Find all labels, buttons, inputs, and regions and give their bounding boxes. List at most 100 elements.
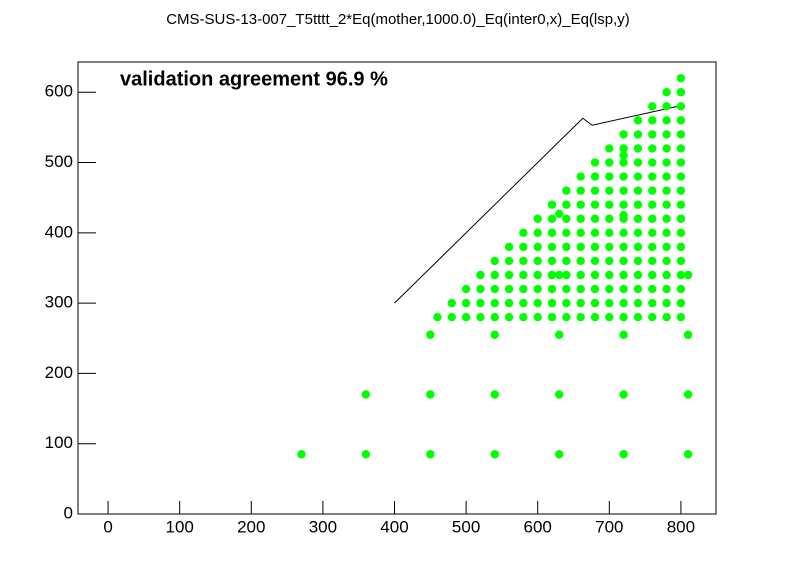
point: [547, 256, 557, 266]
point: [554, 209, 564, 219]
point: [676, 270, 686, 280]
y-tick-label: 300: [45, 293, 73, 312]
point: [676, 228, 686, 238]
point: [676, 88, 686, 97]
point: [662, 200, 671, 209]
point: [605, 312, 614, 322]
point: [676, 200, 686, 209]
point: [619, 144, 628, 153]
point: [676, 102, 686, 111]
point: [676, 256, 686, 266]
point: [554, 390, 564, 399]
x-tick-label: 800: [667, 517, 695, 536]
point: [633, 284, 643, 294]
point: [547, 284, 557, 294]
point: [676, 158, 686, 167]
point: [633, 130, 643, 139]
point: [504, 298, 514, 308]
point: [576, 312, 585, 322]
point: [683, 330, 693, 339]
y-tick-label: 0: [64, 503, 73, 522]
point: [648, 102, 657, 111]
point: [519, 228, 528, 238]
point: [533, 228, 542, 238]
point: [662, 186, 671, 195]
point: [504, 242, 514, 252]
point: [633, 270, 643, 280]
point: [676, 242, 686, 252]
point: [533, 284, 542, 294]
point: [562, 228, 571, 238]
point: [547, 298, 557, 308]
point: [504, 312, 514, 322]
point: [490, 284, 499, 294]
point: [619, 390, 628, 399]
point: [590, 270, 600, 280]
point: [662, 102, 671, 111]
point: [619, 228, 628, 238]
point: [683, 270, 693, 280]
point: [605, 144, 614, 153]
point: [648, 298, 657, 308]
point: [648, 144, 657, 153]
point: [504, 270, 514, 280]
point: [648, 256, 657, 266]
x-tick-label: 200: [237, 517, 265, 536]
x-tick-label: 0: [103, 517, 112, 536]
point: [648, 228, 657, 238]
point: [619, 256, 628, 266]
point: [562, 186, 571, 195]
point: [619, 450, 628, 459]
point: [562, 214, 571, 223]
point: [662, 298, 671, 308]
point: [619, 186, 628, 195]
point: [619, 130, 628, 139]
point: [576, 284, 585, 294]
point: [662, 270, 671, 280]
point: [590, 284, 600, 294]
y-tick-label: 200: [45, 363, 73, 382]
point: [633, 228, 643, 238]
point: [662, 172, 671, 181]
point: [533, 270, 542, 280]
point: [533, 242, 542, 252]
point: [590, 172, 600, 181]
point: [648, 158, 657, 167]
point: [562, 200, 571, 209]
point: [461, 298, 471, 308]
point: [519, 242, 528, 252]
point: [476, 298, 485, 308]
point: [633, 200, 643, 209]
point: [676, 172, 686, 181]
point: [648, 200, 657, 209]
x-tick-label: 600: [524, 517, 552, 536]
point: [662, 158, 671, 167]
point: [676, 312, 686, 322]
point: [683, 390, 693, 399]
point: [633, 158, 643, 167]
point: [519, 298, 528, 308]
point: [605, 242, 614, 252]
point: [633, 172, 643, 181]
y-tick-label: 400: [45, 222, 73, 241]
point: [605, 158, 614, 167]
annotation: validation agreement 96.9 %: [120, 68, 388, 90]
point: [619, 298, 628, 308]
point: [426, 390, 435, 399]
point: [590, 312, 600, 322]
point: [476, 312, 485, 322]
point: [633, 256, 643, 266]
point: [633, 186, 643, 195]
point: [490, 270, 499, 280]
point: [576, 172, 585, 181]
point: [576, 298, 585, 308]
point: [648, 242, 657, 252]
x-tick-label: 500: [452, 517, 480, 536]
point: [662, 116, 671, 125]
point: [361, 450, 371, 459]
point: [504, 284, 514, 294]
point: [648, 172, 657, 181]
point: [519, 270, 528, 280]
point: [676, 284, 686, 294]
point: [619, 312, 628, 322]
